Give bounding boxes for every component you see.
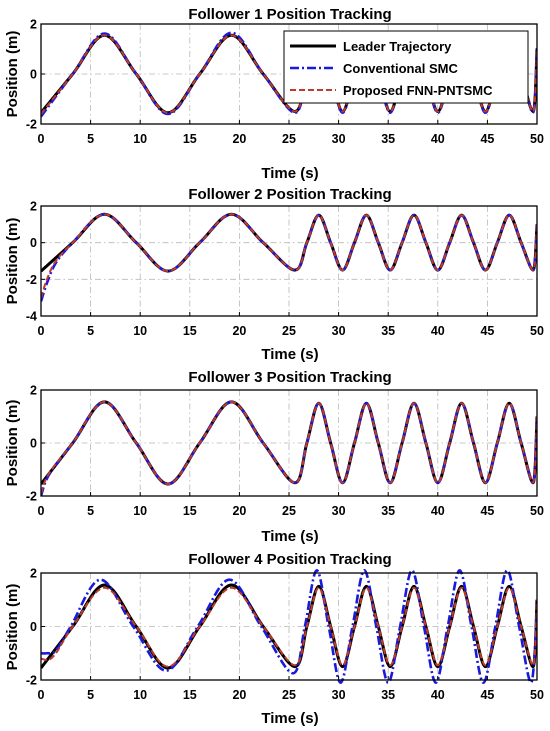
y-tick-label: -2: [26, 490, 37, 504]
panel-3: Follower 3 Position Tracking Position (m…: [4, 369, 544, 545]
x-tick-label: 10: [133, 688, 147, 702]
y-tick-label: 0: [30, 68, 37, 82]
x-tick-label: 50: [530, 324, 544, 338]
x-tick-label: 20: [232, 688, 246, 702]
x-tick-label: 0: [38, 504, 45, 518]
panel-2-grid: [41, 206, 537, 316]
x-tick-label: 20: [232, 132, 246, 146]
panel-1-legend: Leader Trajectory Conventional SMC Propo…: [283, 30, 529, 104]
y-tick-label: -2: [26, 674, 37, 688]
y-tick-label: 0: [30, 236, 37, 250]
x-tick-label: 15: [183, 504, 197, 518]
panel-4-title: Follower 4 Position Tracking: [188, 551, 391, 568]
x-tick-label: 25: [282, 132, 296, 146]
x-tick-label: 5: [87, 688, 94, 702]
panel-4-ylabel: Position (m): [4, 584, 21, 671]
series-line-dashed: [41, 586, 537, 668]
panel-2-ticks: 0 5 10 15 20 25 30 35 40 45 50 -4 -2 0 2: [26, 200, 544, 339]
panel-1-ticks: 0 5 10 15 20 25 30 35 40 45 50-202: [26, 18, 544, 147]
y-tick-label: -2: [26, 273, 37, 287]
x-tick-label: 30: [332, 132, 346, 146]
x-tick-label: 0: [38, 688, 45, 702]
y-tick-label: 2: [30, 200, 37, 214]
x-tick-label: 40: [431, 688, 445, 702]
x-tick-label: 0: [38, 324, 45, 338]
x-tick-label: 5: [87, 324, 94, 338]
legend-label-proposed: Proposed FNN-PNTSMC: [343, 83, 493, 98]
legend-label-conventional-smc: Conventional SMC: [343, 61, 458, 76]
legend-label-leader: Leader Trajectory: [343, 39, 452, 54]
y-tick-label: 2: [30, 567, 37, 581]
x-tick-label: 35: [381, 504, 395, 518]
panel-2-series: [41, 212, 537, 302]
x-tick-label: 45: [480, 132, 494, 146]
x-tick-label: 30: [332, 504, 346, 518]
panel-3-ticks: 0 5 10 15 20 25 30 35 40 45 50-202: [26, 384, 544, 519]
y-tick-label: 2: [30, 18, 37, 32]
panel-3-ylabel: Position (m): [4, 400, 21, 487]
panel-1: Follower 1 Position Tracking Position (m…: [4, 6, 544, 182]
x-tick-label: 20: [232, 324, 246, 338]
panel-4-ticks: 0 5 10 15 20 25 30 35 40 45 50-202: [26, 567, 544, 703]
series-line-dashed: [41, 213, 537, 298]
x-tick-label: 25: [282, 504, 296, 518]
panel-3-xlabel: Time (s): [261, 528, 318, 545]
panel-4-series: [41, 569, 537, 684]
panel-2-title: Follower 2 Position Tracking: [188, 186, 391, 203]
x-tick-label: 50: [530, 688, 544, 702]
x-tick-label: 15: [183, 132, 197, 146]
panel-3-series: [41, 400, 537, 497]
panel-4: Follower 4 Position Tracking Position (m…: [4, 551, 544, 727]
x-tick-label: 40: [431, 504, 445, 518]
panel-2: Follower 2 Position Tracking Position (m…: [4, 186, 544, 363]
panel-1-xlabel: Time (s): [261, 165, 318, 182]
y-tick-label: 2: [30, 384, 37, 398]
series-line-dashed: [41, 34, 537, 115]
x-tick-label: 45: [480, 324, 494, 338]
x-tick-label: 35: [381, 688, 395, 702]
x-tick-label: 25: [282, 688, 296, 702]
x-tick-label: 10: [133, 324, 147, 338]
panel-1-title: Follower 1 Position Tracking: [188, 6, 391, 23]
x-tick-label: 45: [480, 688, 494, 702]
x-tick-label: 50: [530, 504, 544, 518]
x-tick-label: 15: [183, 324, 197, 338]
x-tick-label: 15: [183, 688, 197, 702]
panel-2-xlabel: Time (s): [261, 346, 318, 363]
panel-2-ylabel: Position (m): [4, 218, 21, 305]
y-tick-label: 0: [30, 437, 37, 451]
x-tick-label: 10: [133, 504, 147, 518]
x-tick-label: 40: [431, 132, 445, 146]
y-tick-label: 0: [30, 620, 37, 634]
panel-4-xlabel: Time (s): [261, 710, 318, 727]
x-tick-label: 30: [332, 688, 346, 702]
x-tick-label: 35: [381, 324, 395, 338]
x-tick-label: 35: [381, 132, 395, 146]
series-line-dashed: [41, 400, 537, 494]
x-tick-label: 20: [232, 504, 246, 518]
x-tick-label: 50: [530, 132, 544, 146]
x-tick-label: 40: [431, 324, 445, 338]
x-tick-label: 5: [87, 132, 94, 146]
panel-3-title: Follower 3 Position Tracking: [188, 369, 391, 386]
x-tick-label: 30: [332, 324, 346, 338]
x-tick-label: 0: [38, 132, 45, 146]
x-tick-label: 25: [282, 324, 296, 338]
series-line-dashdot: [41, 569, 537, 684]
y-tick-label: -4: [26, 310, 37, 324]
x-tick-label: 10: [133, 132, 147, 146]
y-tick-label: -2: [26, 118, 37, 132]
panel-4-grid: [41, 573, 537, 680]
x-tick-label: 5: [87, 504, 94, 518]
panel-1-ylabel: Position (m): [4, 31, 21, 118]
x-tick-label: 45: [480, 504, 494, 518]
